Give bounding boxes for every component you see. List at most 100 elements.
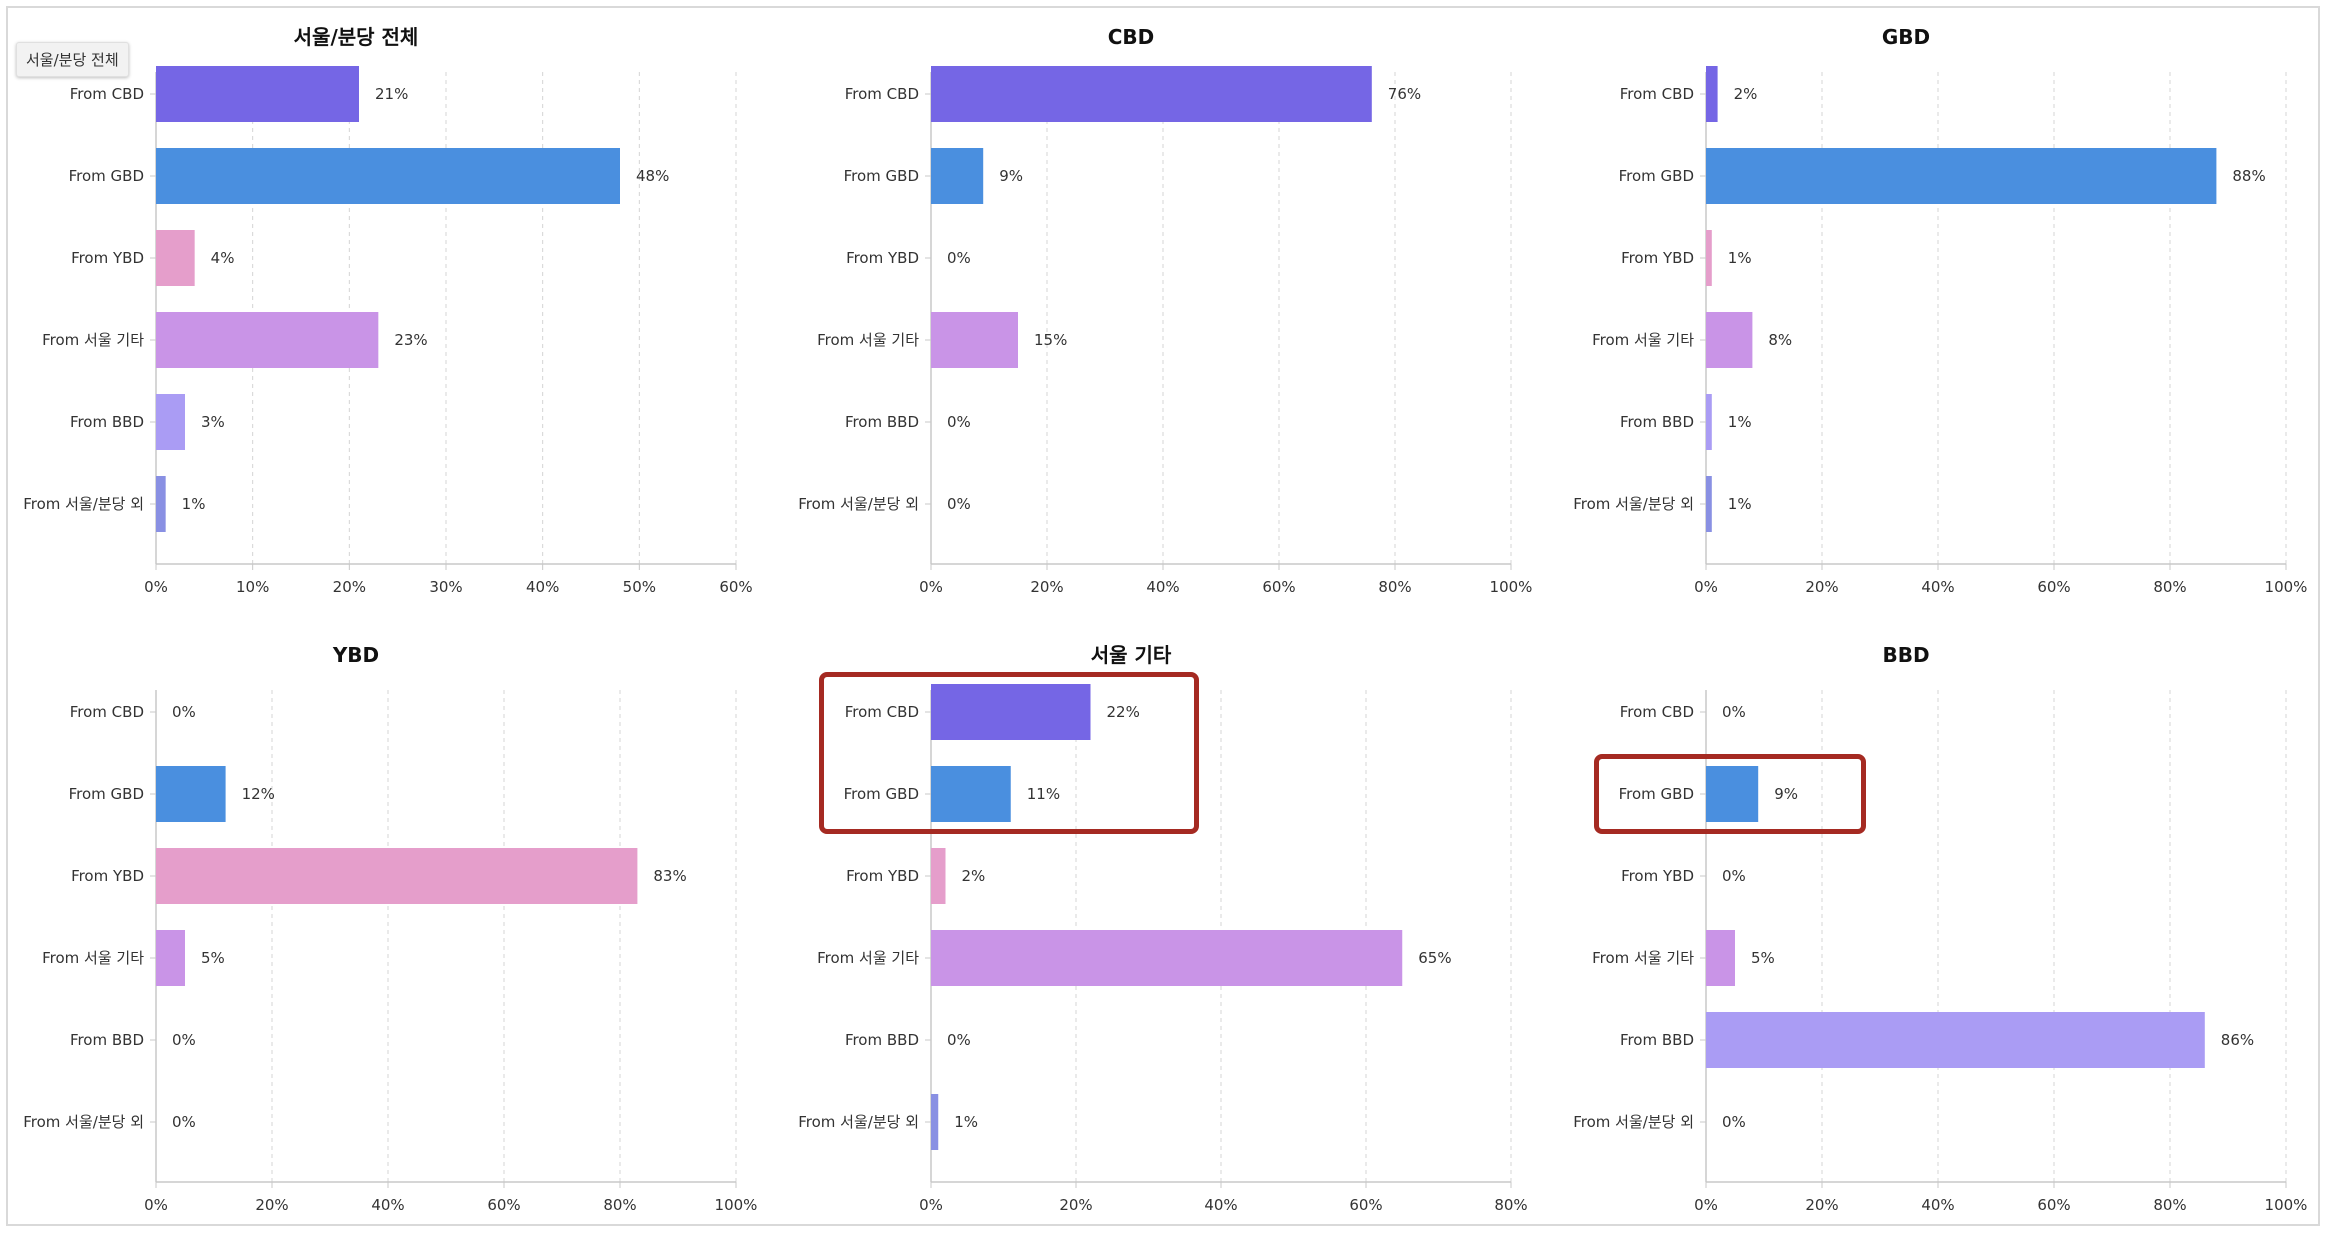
- value-label: 0%: [1722, 1113, 1746, 1131]
- category-label: From 서울/분당 외: [23, 495, 144, 513]
- bar-seoul-other[interactable]: [156, 930, 185, 986]
- x-tick-label: 60%: [1349, 1196, 1382, 1214]
- bar-cbd[interactable]: [156, 66, 359, 122]
- bar-ybd[interactable]: [156, 230, 195, 286]
- x-tick-label: 100%: [1490, 578, 1533, 596]
- category-label: From BBD: [1620, 413, 1694, 431]
- value-label: 8%: [1768, 331, 1792, 349]
- chart-svg: YBD 0% 20% 40% 60% 80% 100% From CBD 0% From GBD 1…: [23, 643, 758, 1214]
- chart-panel-ybd: YBD 0% 20% 40% 60% 80% 100% From CBD 0% From GBD 1…: [8, 626, 784, 1226]
- x-tick-label: 20%: [1805, 578, 1838, 596]
- value-label: 15%: [1034, 331, 1067, 349]
- category-label: From GBD: [69, 785, 144, 803]
- x-tick-label: 40%: [526, 578, 559, 596]
- value-label: 0%: [947, 413, 971, 431]
- value-label: 1%: [1728, 495, 1752, 513]
- value-label: 2%: [1734, 85, 1758, 103]
- x-tick-label: 60%: [2037, 1196, 2070, 1214]
- bar-gbd[interactable]: [156, 766, 226, 822]
- x-tick-label: 60%: [487, 1196, 520, 1214]
- x-tick-label: 40%: [371, 1196, 404, 1214]
- bar-seoul-other[interactable]: [156, 312, 379, 368]
- x-tick-label: 20%: [333, 578, 366, 596]
- value-label: 1%: [1728, 249, 1752, 267]
- category-label: From BBD: [1620, 1031, 1694, 1049]
- value-label: 88%: [2232, 167, 2265, 185]
- bar-outside[interactable]: [1706, 476, 1712, 532]
- bar-seoul-other[interactable]: [1706, 930, 1735, 986]
- bar-gbd[interactable]: [1706, 766, 1759, 822]
- bar-outside[interactable]: [931, 1094, 939, 1150]
- value-label: 0%: [172, 1113, 196, 1131]
- bar-ybd[interactable]: [1706, 230, 1712, 286]
- value-label: 1%: [182, 495, 206, 513]
- x-tick-label: 0%: [1694, 1196, 1718, 1214]
- value-label: 21%: [375, 85, 408, 103]
- bar-cbd[interactable]: [931, 684, 1091, 740]
- value-label: 5%: [201, 949, 225, 967]
- x-tick-label: 60%: [1262, 578, 1295, 596]
- category-label: From 서울 기타: [817, 331, 919, 349]
- value-label: 23%: [394, 331, 427, 349]
- x-tick-label: 80%: [1378, 578, 1411, 596]
- chart-title: 서울 기타: [1091, 643, 1172, 667]
- chart-title: YBD: [332, 643, 379, 667]
- category-label: From 서울/분당 외: [798, 495, 919, 513]
- x-tick-label: 0%: [919, 1196, 943, 1214]
- chart-title: BBD: [1882, 643, 1929, 667]
- category-label: From CBD: [70, 703, 144, 721]
- category-label: From 서울/분당 외: [1573, 1113, 1694, 1131]
- value-label: 5%: [1751, 949, 1775, 967]
- value-label: 86%: [2221, 1031, 2254, 1049]
- category-label: From 서울 기타: [42, 949, 144, 967]
- bar-gbd[interactable]: [931, 766, 1011, 822]
- chart-svg: GBD 0% 20% 40% 60% 80% 100% From CBD 2% From GBD 8…: [1573, 25, 2308, 596]
- bar-cbd[interactable]: [931, 66, 1372, 122]
- category-label: From YBD: [846, 867, 919, 885]
- chart-svg: 서울 기타 0% 20% 40% 60% 80% From CBD 22% From GBD 11…: [798, 643, 1527, 1214]
- bar-gbd[interactable]: [1706, 148, 2217, 204]
- bar-bbd[interactable]: [1706, 1012, 2205, 1068]
- value-label: 0%: [947, 249, 971, 267]
- bar-cbd[interactable]: [1706, 66, 1718, 122]
- category-label: From BBD: [70, 1031, 144, 1049]
- category-label: From BBD: [845, 413, 919, 431]
- value-label: 12%: [242, 785, 275, 803]
- bar-ybd[interactable]: [931, 848, 946, 904]
- value-label: 65%: [1418, 949, 1451, 967]
- highlight-box: [819, 672, 1199, 834]
- chart-svg: 서울/분당 전체 0% 10% 20% 30% 40% 50% 60% From CBD 21% F…: [23, 25, 752, 596]
- bar-seoul-other[interactable]: [1706, 312, 1753, 368]
- bar-seoul-other[interactable]: [931, 312, 1018, 368]
- category-label: From 서울/분당 외: [798, 1113, 919, 1131]
- value-label: 2%: [962, 867, 986, 885]
- x-tick-label: 100%: [715, 1196, 758, 1214]
- x-tick-label: 40%: [1146, 578, 1179, 596]
- category-label: From YBD: [1621, 249, 1694, 267]
- x-tick-label: 100%: [2265, 578, 2308, 596]
- value-label: 76%: [1388, 85, 1421, 103]
- x-tick-label: 20%: [1059, 1196, 1092, 1214]
- bar-ybd[interactable]: [156, 848, 638, 904]
- category-label: From GBD: [1619, 785, 1694, 803]
- bar-bbd[interactable]: [1706, 394, 1712, 450]
- bar-seoul-other[interactable]: [931, 930, 1403, 986]
- x-tick-label: 40%: [1921, 578, 1954, 596]
- bar-bbd[interactable]: [156, 394, 185, 450]
- value-label: 4%: [211, 249, 235, 267]
- chart-panel-seoul-other: 서울 기타 0% 20% 40% 60% 80% From CBD 22% From GBD 11…: [783, 626, 1559, 1226]
- value-label: 1%: [1728, 413, 1752, 431]
- bar-outside[interactable]: [156, 476, 166, 532]
- x-tick-label: 20%: [1030, 578, 1063, 596]
- chart-title: CBD: [1108, 25, 1155, 49]
- bar-gbd[interactable]: [931, 148, 984, 204]
- category-label: From CBD: [70, 85, 144, 103]
- category-label: From GBD: [844, 785, 919, 803]
- x-tick-label: 60%: [719, 578, 752, 596]
- bar-gbd[interactable]: [156, 148, 620, 204]
- value-label: 3%: [201, 413, 225, 431]
- category-label: From BBD: [70, 413, 144, 431]
- value-label: 0%: [1722, 703, 1746, 721]
- chart-panel-seoul-bundang-total: 서울/분당 전체 0% 10% 20% 30% 40% 50% 60% From CBD 21% F…: [8, 8, 784, 608]
- chart-panel-bbd: BBD 0% 20% 40% 60% 80% 100% From CBD 0% From GBD 9…: [1558, 626, 2328, 1226]
